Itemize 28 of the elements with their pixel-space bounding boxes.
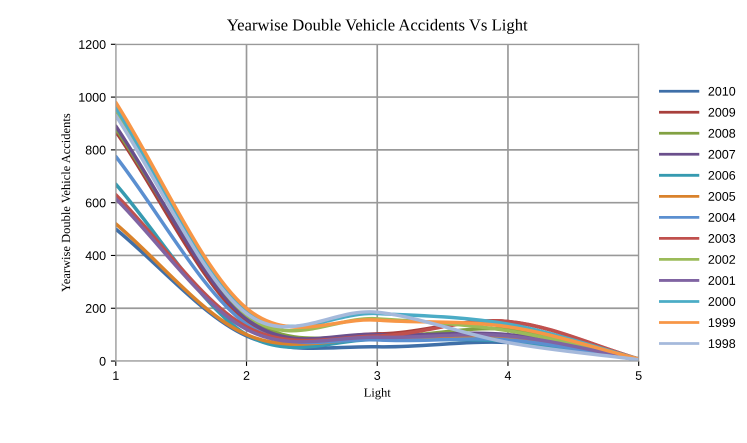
legend-label: 2000 [708,297,736,306]
y-tick-label: 1000 [79,92,106,102]
legend-label: 2009 [708,108,736,117]
y-tick-label: 400 [85,251,106,260]
y-tick-label: 0 [100,356,106,366]
x-tick-label: 3 [374,371,380,380]
legend-label: 2004 [708,213,736,222]
legend-label: 2008 [708,128,736,138]
legend-label: 2007 [708,150,736,159]
legend-label: 2003 [708,234,736,243]
legend-label: 2010 [708,86,736,96]
x-axis-title: Light [364,388,391,400]
y-axis-title: Yearwise Double Vehicle Accidents [61,114,70,292]
x-tick-label: 1 [113,371,119,380]
chart-title: Yearwise Double Vehicle Accidents Vs Light [226,18,528,34]
legend-label: 1998 [708,339,736,348]
legend-label: 2002 [708,255,736,264]
x-tick-label: 2 [244,371,250,380]
y-tick-label: 800 [86,146,106,155]
y-tick-label: 1200 [79,40,106,49]
x-tick-label: 5 [636,371,642,380]
x-tick-label: 4 [504,371,512,380]
legend-label: 2005 [708,192,736,201]
legend-label: 1999 [708,318,736,327]
legend-label: 2006 [708,170,736,180]
y-tick-label: 600 [86,198,106,208]
legend-label: 2001 [708,276,736,285]
y-tick-label: 200 [86,304,106,313]
